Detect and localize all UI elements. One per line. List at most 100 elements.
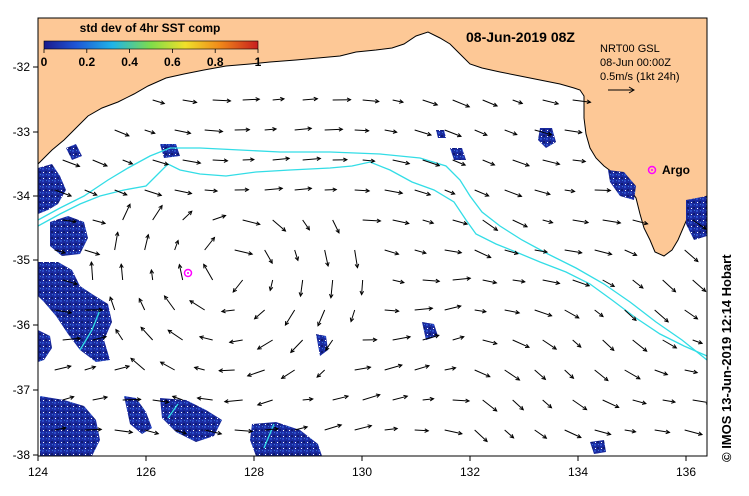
current-arrow-head [160,100,166,105]
current-arrow-head [456,304,462,309]
current-arrow-head [398,99,405,104]
current-arrow-head [119,263,124,269]
current-arrow [572,159,586,162]
current-arrow [62,159,80,167]
colorbar-label: std dev of 4hr SST comp [80,21,221,35]
current-arrow-head [461,161,467,166]
current-arrow [350,309,356,322]
current-arrow [504,309,520,314]
current-arrow [362,394,380,401]
current-arrow [354,425,372,431]
current-arrow [324,189,337,191]
current-arrow [281,369,295,379]
current-arrow [504,369,520,381]
current-arrow [572,219,589,224]
current-arrow-head [574,314,580,319]
current-arrow-head [465,398,471,404]
current-arrow-head [305,225,311,231]
current-arrow-head [421,250,427,255]
model-name: NRT00 GSL [600,43,660,55]
current-arrow-head [76,336,82,341]
x-tick-label: 136 [676,465,696,479]
current-arrow [302,158,321,161]
current-arrow [264,128,277,131]
current-arrow [662,339,677,349]
current-arrow-head [451,366,457,371]
current-arrow-head [367,424,373,429]
current-arrow [150,269,154,281]
current-arrow-head [577,249,583,255]
x-tick-label: 130 [352,465,372,479]
current-arrow [504,249,519,255]
current-arrow-head [280,374,286,379]
current-arrow [122,203,131,221]
current-arrow-head [523,223,529,228]
current-arrow-head [466,276,472,281]
current-arrow-head [285,156,291,162]
current-arrow [204,429,222,435]
current-arrow [692,279,706,292]
current-arrow-head [109,296,114,302]
y-tick-label: -35 [13,253,31,267]
current-arrow-head [307,186,313,192]
current-arrow [229,339,243,343]
current-arrow [242,98,260,101]
current-arrow-head [125,364,131,370]
current-arrow [534,369,546,380]
current-arrow-head [187,190,193,196]
current-arrow-head [481,308,487,314]
current-arrow-head [394,308,400,314]
x-tick-label: 134 [568,465,588,479]
current-arrow-head [245,127,251,132]
current-arrow [474,369,491,378]
current-arrow [362,219,381,222]
current-arrow-head [69,395,75,400]
current-arrow [194,366,205,371]
current-arrow-head [228,339,234,344]
current-arrow-head [486,254,492,259]
current-arrow-head [223,399,229,404]
current-arrow [294,249,299,261]
current-arrow-head [434,334,440,339]
current-arrow [392,219,409,224]
current-arrow-head [698,340,704,345]
current-arrow-head [115,328,120,334]
current-arrow-head [218,368,224,373]
current-arrow [422,219,434,224]
current-arrow [602,279,615,287]
current-arrow [204,237,215,251]
current-arrow [392,336,411,341]
current-arrow-head [308,397,314,402]
current-arrow-head [256,345,262,350]
current-arrow [482,399,498,412]
current-arrow-head [316,373,322,378]
current-arrow-head [375,393,381,398]
x-tick-label: 128 [244,465,264,479]
current-arrow-head [337,423,343,428]
current-arrow [221,309,235,312]
current-arrow-head [187,210,193,216]
current-arrow [512,339,530,348]
current-arrow-head [576,343,582,348]
current-arrow [174,240,179,251]
current-arrow [624,429,636,433]
current-arrow-head [693,369,699,375]
current-arrow-head [509,434,515,439]
current-arrow [54,365,71,371]
current-arrow [444,249,462,254]
current-arrow-head [457,430,463,436]
current-arrow [144,129,155,134]
current-arrow [692,219,707,230]
current-arrow-head [281,227,287,232]
current-arrow-head [138,297,143,303]
credit-text: © IMOS 13-Jun-2019 12:14 Hobart [719,254,734,462]
current-arrow-head [586,99,592,104]
current-arrow [284,309,296,326]
current-arrow-head [492,340,498,346]
current-arrow [422,159,440,167]
vector-scale-arrow [608,86,635,94]
current-arrow-head [515,376,521,381]
land-mass [38,18,707,257]
current-arrow [164,295,176,311]
current-arrow [152,159,169,166]
